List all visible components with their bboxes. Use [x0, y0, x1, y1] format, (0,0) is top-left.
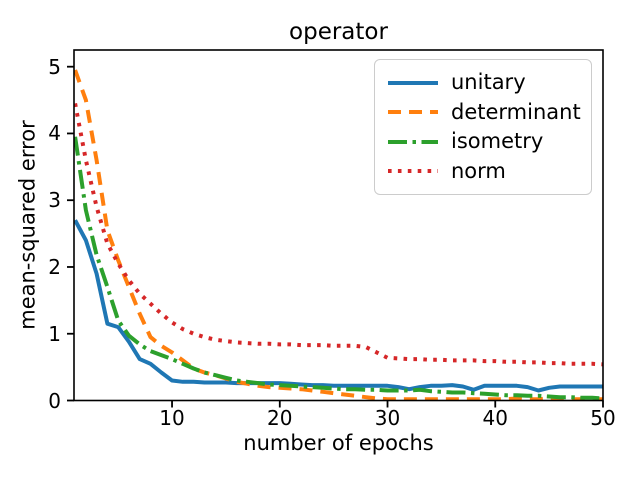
- y-tick-label: 1: [48, 321, 61, 346]
- legend-line-sample-isometry: [388, 139, 438, 144]
- y-tick-label: 0: [48, 388, 61, 413]
- legend-label-norm: norm: [451, 158, 506, 183]
- legend-item-unitary: unitary: [387, 68, 583, 98]
- y-tick-label: 2: [48, 254, 61, 279]
- y-tick-label: 4: [48, 121, 61, 146]
- legend-item-isometry: isometry: [387, 127, 583, 157]
- x-tick-label: 10: [159, 406, 185, 430]
- legend: unitary determinant isometry norm: [374, 59, 592, 195]
- x-tick-label: 50: [590, 406, 616, 430]
- legend-label-unitary: unitary: [451, 70, 526, 95]
- legend-label-isometry: isometry: [451, 129, 544, 154]
- y-tick-label: 3: [48, 188, 61, 213]
- legend-line-sample-determinant: [388, 110, 438, 115]
- series-line-isometry: [73, 136, 604, 401]
- legend-item-norm: norm: [387, 157, 583, 187]
- y-tick-label: 5: [48, 54, 61, 79]
- x-tick-label: 40: [482, 406, 508, 430]
- legend-item-determinant: determinant: [387, 98, 583, 128]
- axes-spines: [73, 49, 604, 402]
- x-tick-label: 20: [267, 406, 293, 430]
- series-line-determinant: [73, 69, 603, 401]
- legend-line-sample-unitary: [388, 80, 438, 85]
- x-axis-label: number of epochs: [243, 431, 434, 455]
- series-line-unitary: [73, 219, 603, 393]
- x-tick-label: 30: [374, 406, 401, 430]
- series-line-norm: [73, 103, 604, 367]
- legend-line-sample-norm: [388, 169, 438, 174]
- legend-label-determinant: determinant: [451, 99, 581, 124]
- y-axis-label: mean-squared error: [15, 120, 40, 330]
- chart-title: operator: [289, 19, 388, 45]
